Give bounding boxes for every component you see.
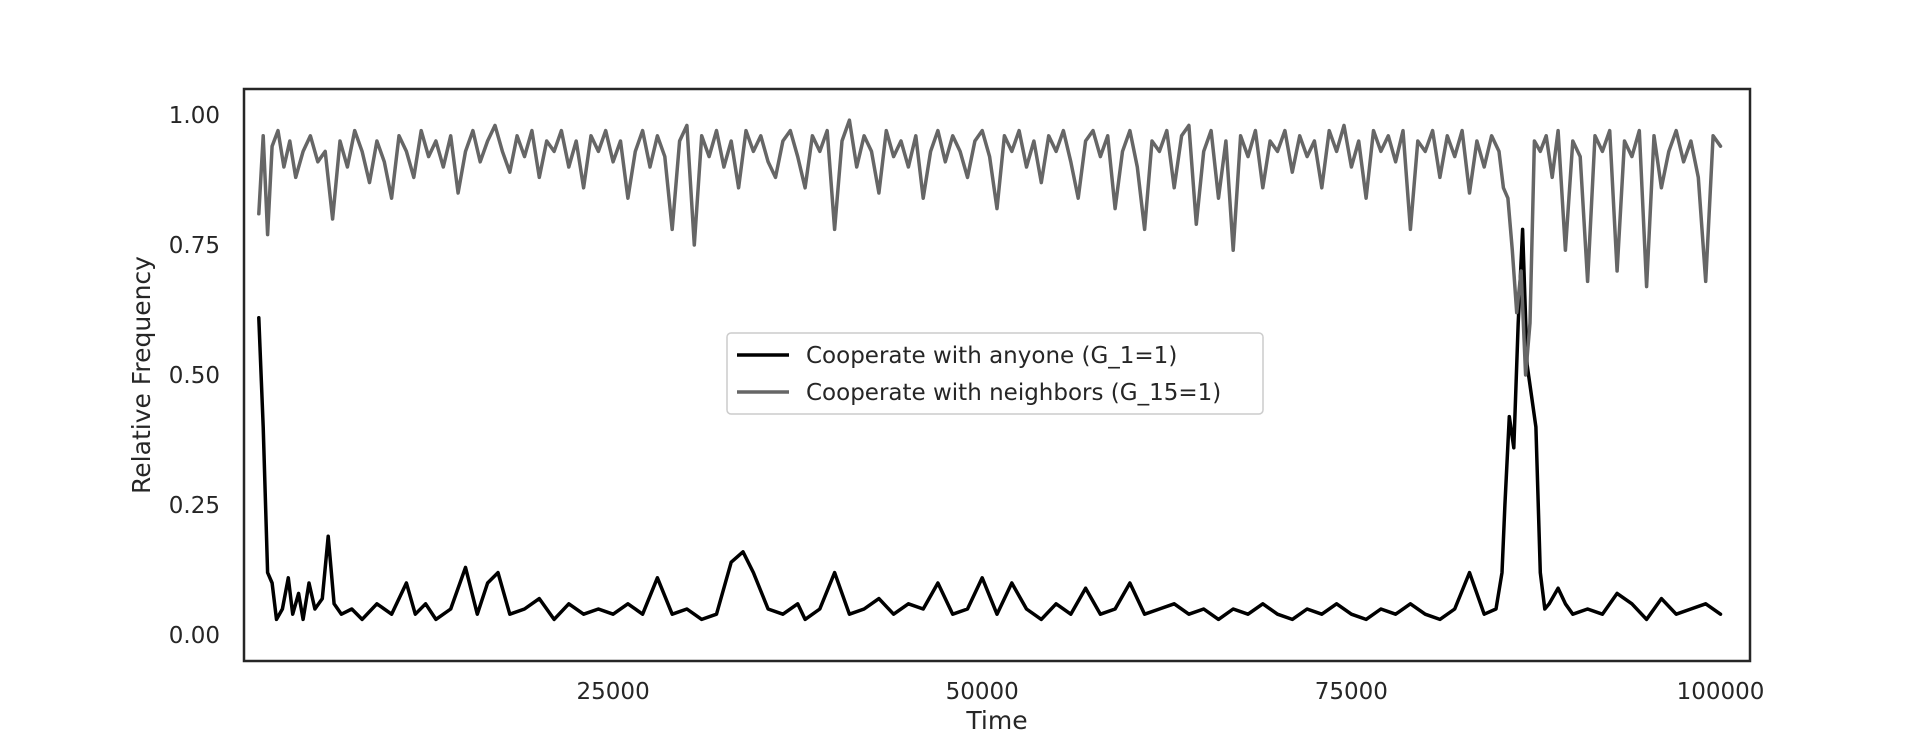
x-axis-label: Time xyxy=(965,706,1027,734)
series-line-0 xyxy=(257,227,1723,622)
series-line-1 xyxy=(257,118,1723,377)
x-tick-label: 25000 xyxy=(577,679,650,705)
y-tick-label: 0.50 xyxy=(169,363,220,389)
y-tick-label: 0.00 xyxy=(169,623,220,649)
x-axis-ticks: 25000 50000 75000 100000 xyxy=(577,679,1765,705)
y-tick-label: 0.75 xyxy=(169,233,220,259)
x-tick-label: 100000 xyxy=(1677,679,1765,705)
series-layer xyxy=(257,118,1723,622)
legend-box xyxy=(726,332,1264,415)
x-tick-label: 75000 xyxy=(1315,679,1388,705)
y-axis-ticks: 0.00 0.25 0.50 0.75 1.00 xyxy=(169,103,220,649)
x-tick-label: 50000 xyxy=(946,679,1019,705)
legend-label-0: Cooperate with anyone (G_1=1) xyxy=(806,343,1177,369)
y-tick-label: 1.00 xyxy=(169,103,220,129)
y-tick-label: 0.25 xyxy=(169,493,220,519)
plot-frame xyxy=(242,87,1752,663)
y-axis-label: Relative Frequency xyxy=(127,256,156,494)
legend: Cooperate with anyone (G_1=1) Cooperate w… xyxy=(726,332,1264,415)
legend-label-1: Cooperate with neighbors (G_15=1) xyxy=(806,380,1221,406)
